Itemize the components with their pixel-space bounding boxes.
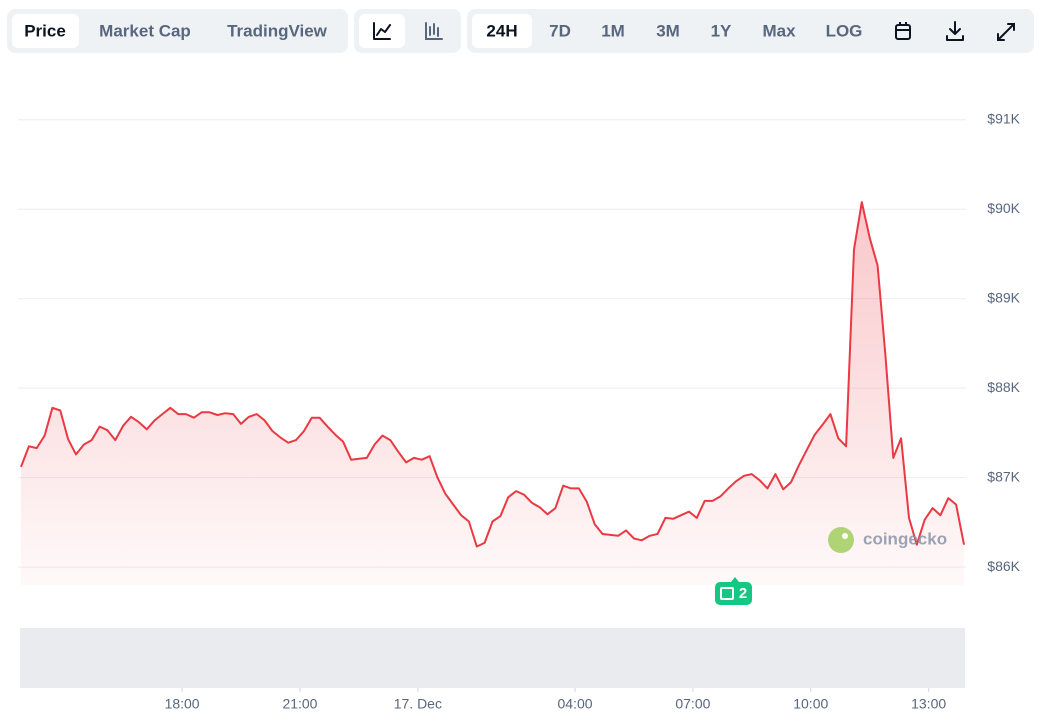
x-tick-label: 18:00	[165, 696, 200, 712]
watermark: coingecko	[828, 527, 947, 553]
expand-icon[interactable]	[997, 23, 1015, 41]
price-line	[20, 201, 965, 548]
plot: $86K $87K $88K $89K $90K $91K 18:00 21:00 17. De…	[18, 110, 1021, 712]
download-icon[interactable]	[946, 21, 964, 41]
watermark-text: coingecko	[863, 529, 947, 548]
range-7d[interactable]: 7D	[549, 21, 571, 40]
y-tick-label: $86K	[987, 558, 1020, 574]
volume-band	[20, 628, 965, 688]
range-1y[interactable]: 1Y	[711, 21, 732, 40]
x-tick-label: 10:00	[793, 696, 828, 712]
price-area	[21, 202, 964, 585]
tab-selected-bg	[12, 14, 79, 48]
candle-chart-icon[interactable]	[425, 22, 443, 40]
range-selected-bg	[472, 14, 532, 48]
x-tick-label: 13:00	[911, 696, 946, 712]
tab-tradingview[interactable]: TradingView	[227, 21, 328, 40]
tab-market-cap[interactable]: Market Cap	[99, 21, 191, 40]
y-tick-label: $88K	[987, 379, 1020, 395]
x-tick-label: 07:00	[675, 696, 710, 712]
x-tick-label: 21:00	[282, 696, 317, 712]
range-24h[interactable]: 24H	[486, 21, 517, 40]
log-toggle[interactable]: LOG	[826, 21, 863, 40]
tab-group	[7, 9, 348, 53]
news-badge[interactable]: 2	[715, 577, 752, 605]
y-tick-label: $91K	[987, 110, 1020, 126]
range-1m[interactable]: 1M	[601, 21, 625, 40]
tab-price[interactable]: Price	[24, 21, 66, 40]
x-tick-label: 04:00	[557, 696, 592, 712]
range-max[interactable]: Max	[762, 21, 796, 40]
line-chart-icon[interactable]	[373, 22, 391, 40]
y-tick-label: $87K	[987, 468, 1020, 484]
range-3m[interactable]: 3M	[656, 21, 680, 40]
calendar-icon[interactable]	[895, 22, 911, 40]
x-tick-label: 17. Dec	[394, 696, 442, 712]
y-tick-label: $89K	[987, 289, 1020, 305]
y-tick-label: $90K	[987, 200, 1020, 216]
news-count[interactable]: 2	[739, 585, 747, 602]
range-group	[467, 9, 1034, 53]
